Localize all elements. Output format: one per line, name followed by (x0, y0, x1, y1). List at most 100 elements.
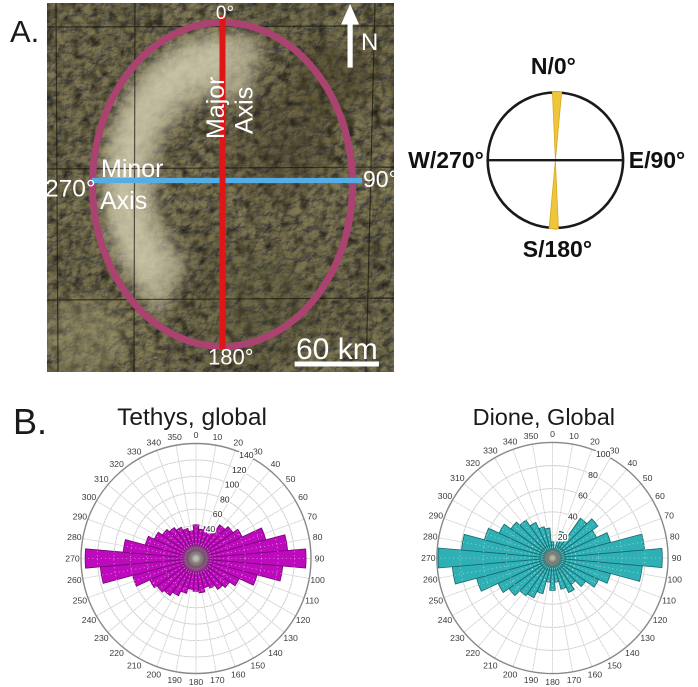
svg-text:210: 210 (127, 661, 142, 671)
svg-text:320: 320 (109, 459, 124, 469)
svg-text:180°: 180° (208, 345, 254, 370)
svg-text:250: 250 (73, 596, 88, 606)
svg-text:270: 270 (421, 553, 436, 563)
svg-text:340: 340 (503, 436, 518, 446)
svg-text:210: 210 (483, 661, 498, 671)
svg-text:90°: 90° (363, 166, 398, 192)
svg-text:20: 20 (590, 436, 600, 446)
svg-text:220: 220 (465, 648, 480, 658)
svg-text:Axis: Axis (100, 187, 147, 215)
svg-text:B.: B. (13, 401, 47, 442)
svg-text:20: 20 (233, 437, 243, 447)
svg-text:200: 200 (147, 670, 162, 680)
svg-text:0: 0 (194, 430, 199, 440)
svg-text:60 km: 60 km (296, 333, 378, 366)
svg-text:70: 70 (307, 511, 317, 521)
svg-text:0: 0 (550, 429, 555, 439)
svg-text:50: 50 (643, 473, 653, 483)
svg-text:140: 140 (268, 648, 283, 658)
svg-text:30: 30 (610, 446, 620, 456)
svg-text:0°: 0° (216, 3, 234, 24)
svg-text:160: 160 (231, 670, 246, 680)
svg-text:80: 80 (588, 470, 598, 480)
svg-text:140: 140 (239, 450, 254, 460)
svg-text:250: 250 (429, 595, 444, 605)
svg-text:100: 100 (310, 575, 325, 585)
svg-text:80: 80 (313, 532, 323, 542)
svg-text:E/90°: E/90° (629, 147, 686, 173)
svg-text:280: 280 (67, 532, 82, 542)
svg-text:240: 240 (438, 615, 453, 625)
svg-text:180: 180 (545, 677, 560, 687)
svg-text:70: 70 (664, 511, 674, 521)
svg-text:90: 90 (315, 554, 325, 564)
svg-text:110: 110 (305, 596, 319, 606)
svg-text:290: 290 (73, 511, 88, 521)
svg-text:300: 300 (438, 491, 453, 501)
svg-text:N: N (361, 29, 378, 56)
svg-text:190: 190 (167, 675, 182, 685)
svg-text:230: 230 (450, 633, 465, 643)
svg-text:60: 60 (655, 491, 665, 501)
svg-text:20: 20 (558, 532, 568, 542)
svg-text:60: 60 (298, 492, 308, 502)
svg-text:270°: 270° (45, 176, 96, 203)
svg-text:110: 110 (662, 595, 676, 605)
svg-text:60: 60 (578, 491, 588, 501)
svg-text:290: 290 (429, 511, 444, 521)
svg-text:330: 330 (127, 447, 142, 457)
svg-text:60: 60 (213, 509, 223, 519)
svg-text:80: 80 (220, 494, 230, 504)
svg-text:310: 310 (94, 474, 109, 484)
svg-text:10: 10 (569, 431, 579, 441)
svg-text:40: 40 (206, 524, 216, 534)
svg-text:350: 350 (167, 432, 182, 442)
svg-text:100: 100 (596, 449, 611, 459)
svg-text:320: 320 (465, 458, 480, 468)
svg-text:30: 30 (253, 447, 263, 457)
svg-text:280: 280 (423, 532, 438, 542)
svg-text:200: 200 (503, 670, 518, 680)
svg-text:10: 10 (213, 432, 223, 442)
svg-text:W/270°: W/270° (408, 147, 484, 173)
svg-text:120: 120 (232, 465, 247, 475)
svg-text:170: 170 (567, 675, 582, 685)
svg-text:310: 310 (450, 473, 465, 483)
svg-text:260: 260 (423, 575, 438, 585)
svg-text:150: 150 (251, 661, 266, 671)
svg-text:230: 230 (94, 633, 109, 643)
svg-text:100: 100 (667, 575, 682, 585)
svg-text:120: 120 (296, 615, 311, 625)
svg-text:150: 150 (607, 661, 622, 671)
svg-text:240: 240 (82, 615, 97, 625)
svg-text:120: 120 (653, 615, 668, 625)
svg-text:A.: A. (10, 14, 39, 49)
svg-text:170: 170 (210, 675, 225, 685)
svg-text:Tethys, global: Tethys, global (117, 404, 267, 431)
svg-text:90: 90 (672, 553, 682, 563)
svg-text:300: 300 (82, 492, 97, 502)
svg-text:Major: Major (202, 76, 230, 139)
svg-text:140: 140 (625, 648, 640, 658)
svg-text:270: 270 (65, 554, 80, 564)
svg-text:40: 40 (271, 459, 281, 469)
svg-text:Dione, Global: Dione, Global (473, 404, 615, 430)
svg-text:80: 80 (670, 532, 680, 542)
svg-text:350: 350 (524, 431, 539, 441)
svg-text:220: 220 (109, 648, 124, 658)
svg-text:130: 130 (283, 633, 298, 643)
svg-text:160: 160 (588, 670, 603, 680)
svg-text:340: 340 (147, 437, 162, 447)
svg-text:190: 190 (524, 675, 539, 685)
svg-text:40: 40 (568, 511, 578, 521)
svg-text:100: 100 (225, 480, 240, 490)
svg-text:S/180°: S/180° (523, 236, 592, 262)
svg-text:Minor: Minor (101, 155, 164, 183)
svg-text:260: 260 (67, 575, 82, 585)
svg-text:130: 130 (640, 633, 655, 643)
svg-text:N/0°: N/0° (531, 53, 576, 79)
svg-text:180: 180 (189, 677, 204, 687)
svg-text:40: 40 (627, 458, 637, 468)
svg-text:50: 50 (286, 474, 296, 484)
svg-text:330: 330 (483, 446, 498, 456)
